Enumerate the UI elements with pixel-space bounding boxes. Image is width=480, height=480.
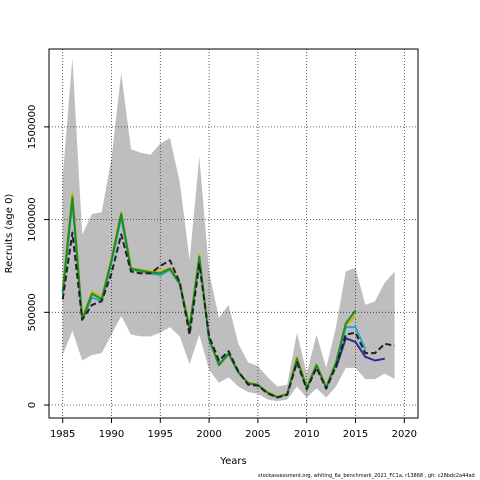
y-tick-label: 0 [27,402,38,408]
confidence-band [62,58,395,402]
series-line-3 [335,337,385,369]
plot-frame [48,48,419,419]
y-tick-label: 1500000 [27,105,38,150]
x-tick-label: 1985 [50,429,75,440]
x-tick-label: 1990 [99,429,124,440]
x-tick-label: 1995 [148,429,173,440]
y-tick-label: 1000000 [27,197,38,242]
footnote: stockassessment.org, whiting_6a_benchmar… [258,473,475,479]
series-line-4 [61,231,395,399]
y-axis-label: Recruits (age 0) [4,194,15,274]
x-axis-label: Years [219,456,246,467]
x-tick-label: 2005 [245,429,270,440]
x-tick-label: 2015 [343,429,368,440]
x-tick-label: 2010 [294,429,319,440]
y-tick-label: 500000 [27,293,38,331]
x-tick-label: 2020 [392,429,417,440]
x-tick-label: 2000 [196,429,221,440]
